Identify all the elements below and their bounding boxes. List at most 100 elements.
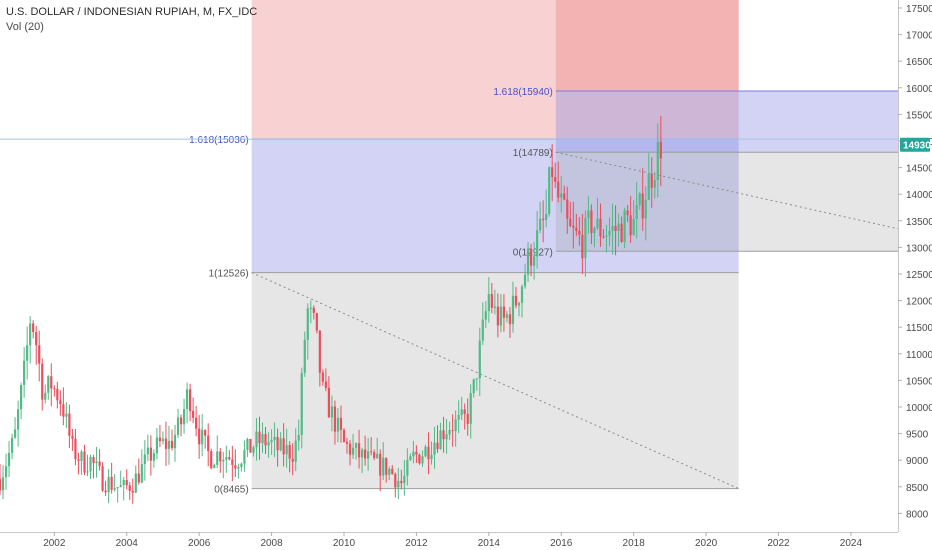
volume-indicator-label[interactable]: Vol (20) [6, 21, 44, 33]
fib-group: 1.618(15036) 1(12526) 0(8465) 1.618(15940) 1… [189, 0, 899, 496]
y-tick-label: 10500 [906, 376, 932, 387]
y-tick-label: 10000 [906, 403, 932, 414]
candle [327, 376, 331, 418]
candle [532, 241, 536, 280]
y-tick-label: 12000 [906, 297, 932, 308]
candle [587, 196, 590, 234]
candle-body [192, 410, 195, 418]
candle [448, 421, 451, 440]
last-price-label: 14930 [903, 141, 931, 152]
candle [445, 419, 448, 454]
candle [364, 435, 367, 466]
candle [487, 277, 490, 323]
candle-body [376, 453, 379, 459]
candle [234, 449, 237, 478]
candle [104, 480, 107, 496]
x-tick-label: 2012 [405, 538, 428, 549]
candle [56, 381, 59, 409]
x-tick-label: 2004 [116, 538, 139, 549]
candle [243, 440, 246, 472]
candle-body [364, 449, 367, 459]
candle [17, 400, 20, 447]
candle-body [454, 419, 457, 432]
candle-body [303, 339, 306, 373]
candle [460, 396, 463, 421]
candle [373, 449, 376, 461]
candle-body [74, 438, 77, 460]
candle [155, 428, 159, 460]
candle [222, 452, 225, 479]
candle [454, 410, 457, 447]
candle [451, 414, 454, 447]
candle [315, 312, 318, 334]
candle-body [360, 449, 364, 458]
candle [225, 445, 228, 473]
candle [412, 440, 415, 464]
candle-body [611, 226, 614, 231]
candle-body [626, 210, 629, 216]
candle-body [345, 441, 349, 444]
candle-body [246, 438, 249, 450]
candle-body [161, 438, 165, 442]
candle [300, 367, 303, 449]
candle [321, 369, 324, 386]
candle [529, 243, 533, 277]
candle-body [297, 435, 300, 441]
candle [279, 432, 282, 452]
candle [204, 429, 207, 449]
x-tick-label: 2014 [478, 538, 501, 549]
candle-body [38, 345, 41, 364]
candle-body [65, 413, 68, 417]
candle-body [572, 225, 575, 228]
candle [32, 320, 35, 339]
candle-body [228, 457, 231, 460]
candle-body [602, 236, 605, 238]
candle-body [29, 323, 32, 346]
candle [167, 425, 171, 465]
candle [7, 441, 11, 478]
candle-body [170, 440, 174, 449]
candle [303, 331, 306, 377]
candle-body [321, 372, 324, 382]
symbol-title[interactable]: U.S. DOLLAR / INDONESIAN RUPIAH, M, FX_I… [6, 6, 258, 18]
candle-body [300, 372, 303, 436]
candle [581, 213, 584, 275]
candle-body [388, 468, 391, 475]
candle-body [179, 417, 183, 425]
x-tick-label: 2008 [260, 538, 283, 549]
candle-body [255, 431, 258, 448]
candle [23, 347, 26, 398]
candle [348, 439, 352, 466]
candle-body [324, 381, 327, 388]
candle [231, 445, 234, 482]
candle [388, 466, 391, 481]
candle-body [445, 434, 448, 440]
candle-body [167, 440, 171, 449]
candle-body [348, 443, 352, 455]
candle [113, 473, 116, 492]
candle-body [403, 475, 406, 484]
candle [333, 400, 337, 445]
candle-body [542, 218, 545, 220]
candle-body [569, 218, 572, 226]
candle-body [201, 429, 204, 445]
candle-body [270, 440, 273, 443]
y-tick-label: 13500 [906, 217, 932, 228]
candle [267, 432, 270, 458]
candle [385, 457, 388, 483]
candle [89, 454, 92, 480]
x-tick-label: 2018 [623, 538, 646, 549]
candle-body [237, 467, 240, 469]
x-tick-label: 2010 [333, 538, 356, 549]
candle [578, 216, 581, 246]
candle [560, 175, 563, 213]
candle-body [638, 193, 641, 206]
candle [0, 463, 2, 495]
candle-body [80, 451, 83, 462]
candle-body [267, 442, 270, 446]
candle [170, 429, 174, 451]
candle [44, 384, 47, 404]
candle [309, 300, 312, 324]
candle [376, 437, 379, 459]
